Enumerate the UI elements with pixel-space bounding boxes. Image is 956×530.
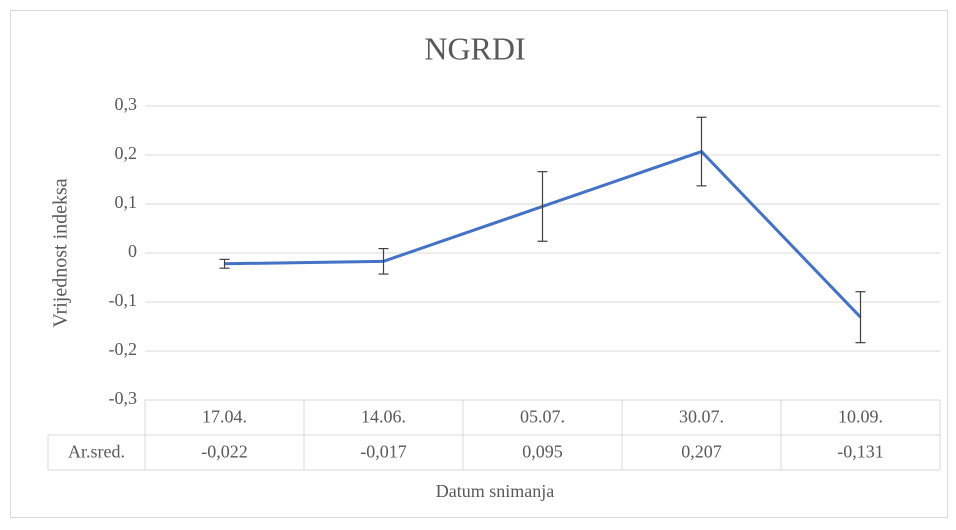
error-bar [537, 171, 548, 242]
chart-title: NGRDI [424, 30, 525, 66]
error-bar [219, 258, 230, 269]
x-tick-label: 10.09. [838, 407, 883, 427]
chart-border [10, 10, 948, 518]
x-tick-label: 05.07. [520, 407, 565, 427]
error-bar [696, 116, 707, 187]
table-value: -0,017 [360, 442, 407, 462]
table-value: -0,022 [201, 442, 248, 462]
y-tick-label: -0,1 [109, 290, 138, 310]
table-value: 0,095 [522, 442, 563, 462]
x-tick-label: 17.04. [202, 407, 247, 427]
y-tick-label: 0,3 [115, 94, 138, 114]
x-tick-label: 14.06. [361, 407, 406, 427]
y-tick-label: -0,3 [109, 388, 138, 408]
y-tick-label: 0,2 [115, 143, 138, 163]
y-axis-title: Vrijednost indeksa [50, 178, 72, 327]
x-tick-label: 30.07. [679, 407, 724, 427]
y-tick-label: -0,2 [109, 339, 138, 359]
error-bar [378, 247, 389, 275]
table-value: -0,131 [837, 442, 884, 462]
table-value: 0,207 [681, 442, 722, 462]
y-tick-label: 0,1 [115, 192, 138, 212]
legend-label: Ar.sred. [68, 442, 125, 462]
x-axis-title: Datum snimanja [436, 481, 554, 501]
error-bar [855, 291, 866, 344]
y-tick-label: 0 [128, 241, 137, 261]
